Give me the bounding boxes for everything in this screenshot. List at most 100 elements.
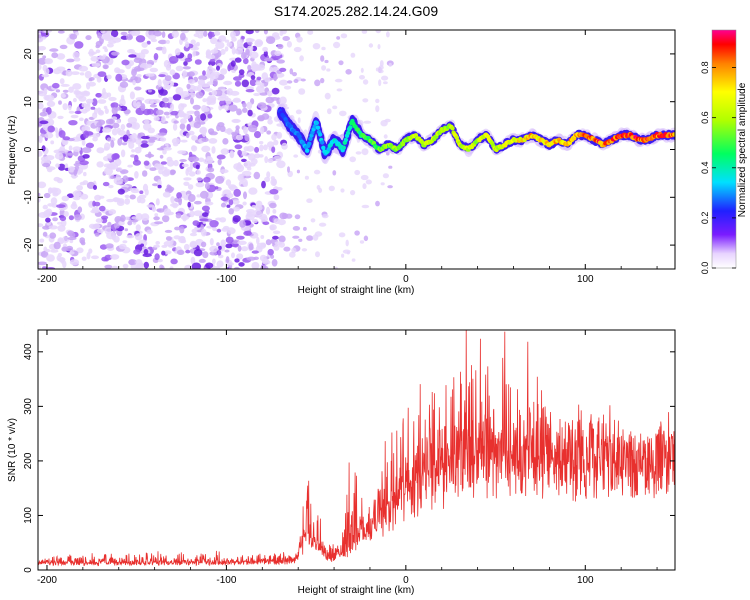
spectrogram-noise-blob — [43, 192, 51, 199]
spectrogram-noise-blob — [46, 100, 56, 107]
spectrogram-noise-blob — [161, 102, 170, 108]
spectrogram-noise-blob — [48, 225, 58, 230]
spectrogram-noise-blob — [111, 128, 118, 136]
spectrogram-track-point — [315, 125, 321, 130]
spectrogram-noise-blob — [251, 250, 259, 254]
spectrogram-noise-blob — [209, 220, 219, 228]
spectrogram-noise-blob — [41, 74, 50, 78]
spectrogram-noise-blob — [170, 258, 178, 265]
spectrogram-noise-blob — [261, 113, 270, 120]
spectrogram-noise-blob — [283, 85, 292, 90]
spectrogram-noise-blob — [162, 97, 169, 103]
spectrogram-noise-blob — [99, 244, 108, 250]
spectrogram-noise-blob — [86, 252, 91, 260]
spectrogram-noise-blob — [52, 217, 58, 222]
spectrogram-noise-blob — [216, 154, 226, 160]
spectrogram-noise-blob — [183, 61, 188, 66]
spectrogram-noise-blob — [134, 86, 142, 91]
spectrogram-noise-blob — [267, 141, 275, 149]
spectrogram-noise-blob — [267, 119, 273, 125]
spectrogram-noise-blob — [233, 76, 242, 81]
spectrogram-noise-blob — [67, 236, 77, 241]
spectrogram-noise-blob — [76, 185, 83, 191]
spectrogram-noise-blob — [242, 201, 247, 206]
spectrogram-noise-blob — [243, 230, 252, 236]
spectrogram-noise-blob — [198, 75, 208, 81]
snr-frame — [37, 329, 676, 571]
spectrogram-noise-blob — [336, 88, 343, 92]
spectrogram-noise-blob — [228, 208, 234, 215]
spectrogram-noise-blob — [177, 150, 187, 155]
spectrogram-noise-blob — [56, 255, 62, 261]
spectrogram-noise-blob — [117, 188, 125, 195]
spectrogram-noise-blob — [321, 46, 326, 51]
spectrogram-noise-blob — [241, 170, 252, 177]
spectrogram-noise-blob — [282, 36, 291, 41]
spectrogram-noise-blob — [219, 99, 227, 107]
spectrogram-noise-blob — [46, 167, 53, 173]
spectrogram-noise-blob — [44, 67, 50, 75]
spectrogram-noise-blob — [232, 206, 240, 212]
spectrogram-noise-blob — [107, 221, 112, 228]
spectrogram-noise-blob — [168, 56, 179, 64]
spectrogram-noise-blob — [157, 132, 167, 136]
spectrogram-noise-blob — [212, 227, 218, 232]
spectrogram-noise-blob — [119, 81, 129, 88]
spectrogram-noise-blob — [65, 69, 73, 77]
spectrogram-noise-blob — [269, 224, 277, 231]
spectrogram-noise-blob — [72, 51, 80, 59]
spectrogram-noise-blob — [209, 245, 219, 253]
spectrogram-noise-blob — [380, 182, 385, 186]
spectrogram-noise-blob — [247, 124, 258, 133]
spectrogram-noise-blob — [236, 235, 245, 240]
spectrogram-noise-blob — [91, 62, 101, 67]
spectrogram-noise-blob — [105, 118, 115, 125]
spectrogram-noise-blob — [220, 148, 229, 155]
spectrogram-noise-blob — [354, 169, 361, 176]
spectrogram-xtick-label: -100 — [216, 274, 236, 285]
spectrogram-noise-blob — [172, 123, 178, 131]
spectrogram-noise-blob — [272, 235, 279, 240]
spectrogram-noise-blob — [152, 98, 161, 104]
spectrogram-noise-blob — [246, 101, 253, 110]
spectrogram-noise-blob — [194, 110, 200, 117]
spectrogram-noise-blob — [281, 142, 288, 150]
spectrogram-noise-blob — [68, 215, 74, 221]
spectrogram-noise-blob — [253, 171, 261, 180]
spectrogram-noise-blob — [383, 134, 388, 139]
spectrogram-noise-blob — [295, 109, 302, 115]
spectrogram-noise-blob — [362, 79, 369, 85]
spectrogram-noise-blob — [208, 138, 218, 144]
spectrogram-noise-blob — [42, 162, 51, 168]
spectrogram-noise-blob — [153, 30, 162, 37]
spectrogram-noise-blob — [152, 183, 159, 187]
spectrogram-noise-blob — [326, 68, 331, 72]
spectrogram-noise-blob — [191, 262, 202, 269]
spectrogram-noise-blob — [382, 173, 389, 179]
spectrogram-noise-blob — [59, 208, 65, 217]
spectrogram-noise-blob — [324, 92, 331, 100]
spectrogram-noise-blob — [216, 228, 222, 233]
spectrogram-noise-blob — [95, 93, 102, 98]
spectrogram-noise-blob — [200, 241, 207, 248]
spectrogram-noise-blob — [180, 118, 187, 124]
spectrogram-noise-blob — [54, 152, 64, 160]
spectrogram-noise-blob — [136, 262, 144, 269]
spectrogram-noise-blob — [149, 167, 157, 172]
spectrogram-noise-blob — [58, 130, 66, 138]
spectrogram-noise-blob — [144, 98, 154, 104]
spectrogram-noise-blob — [251, 261, 260, 269]
spectrogram-ytick-label: 10 — [23, 96, 34, 108]
spectrogram-noise-blob — [245, 30, 254, 35]
spectrogram-noise-blob — [81, 147, 92, 154]
spectrogram-noise-blob — [93, 201, 101, 207]
spectrogram-noise-blob — [248, 243, 254, 251]
spectrogram-noise-blob — [182, 70, 188, 77]
spectrogram-noise-blob — [90, 106, 96, 110]
spectrogram-noise-blob — [333, 41, 341, 49]
spectrogram-noise-blob — [220, 68, 228, 75]
spectrogram-noise-blob — [215, 41, 225, 49]
spectrogram-noise-blob — [188, 130, 195, 136]
spectrogram-noise-blob — [363, 120, 372, 124]
spectrogram-ytick-label: -20 — [23, 237, 34, 252]
